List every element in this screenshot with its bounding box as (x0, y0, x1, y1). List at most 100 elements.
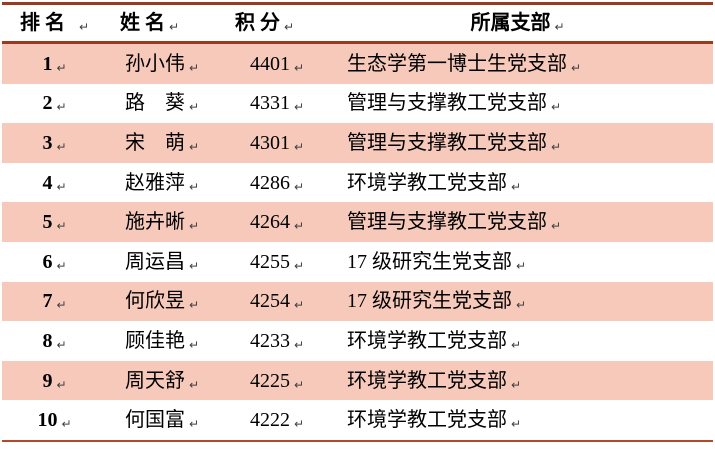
branch-value: 环境学教工党支部 (347, 369, 507, 392)
cell-rank: 9 ↵ (2, 371, 107, 391)
cell-rank: 4 ↵ (2, 173, 107, 193)
cell-points: 4222 ↵ (227, 410, 322, 430)
table-row: 2 ↵ 路 葵 ↵ 4331 ↵ 管理与支撑教工党支部 ↵ (2, 83, 713, 124)
cell-name: 何欣昱 ↵ (107, 291, 227, 311)
paragraph-mark-icon: ↵ (189, 179, 200, 194)
paragraph-mark-icon: ↵ (189, 139, 200, 154)
branch-value: 17 级研究生党支部 (347, 250, 512, 273)
cell-points: 4254 ↵ (227, 291, 322, 311)
cell-points: 4286 ↵ (227, 173, 322, 193)
name-value: 宋 萌 (125, 131, 185, 154)
points-value: 4222 (250, 409, 290, 432)
rank-value: 1 (42, 52, 53, 75)
paragraph-mark-icon: ↵ (554, 20, 565, 34)
paragraph-mark-icon: ↵ (571, 60, 582, 75)
points-value: 4286 (250, 171, 290, 194)
ranking-table: 排 名 ↵ 姓 名 ↵ 积 分 ↵ 所属支部 ↵ 1 ↵ 孙小伟 ↵ 4401 ↵ 生态学第一… (2, 2, 713, 442)
rank-value: 7 (42, 290, 53, 313)
cell-rank: 7 ↵ (2, 291, 107, 311)
cell-name: 周天舒 ↵ (107, 371, 227, 391)
paragraph-mark-icon: ↵ (189, 377, 200, 392)
name-value: 孙小伟 (125, 52, 185, 75)
paragraph-mark-icon: ↵ (516, 298, 527, 313)
cell-points: 4301 ↵ (227, 133, 322, 153)
cell-points: 4233 ↵ (227, 331, 322, 351)
table-row: 3 ↵ 宋 萌 ↵ 4301 ↵ 管理与支撑教工党支部 ↵ (2, 123, 713, 163)
branch-value: 管理与支撑教工党支部 (347, 131, 547, 154)
paragraph-mark-icon: ↵ (56, 298, 67, 313)
rank-value: 9 (42, 369, 53, 392)
cell-name: 赵雅萍 ↵ (107, 173, 227, 193)
cell-branch: 17 级研究生党支部 ↵ (322, 252, 713, 272)
cell-points: 4255 ↵ (227, 252, 322, 272)
name-value: 路 葵 (125, 92, 185, 115)
column-header-branch-label: 所属支部 (470, 12, 551, 34)
table-row: 6 ↵ 周运昌 ↵ 4255 ↵ 17 级研究生党支部 ↵ (2, 241, 713, 282)
paragraph-mark-icon: ↵ (56, 377, 67, 392)
paragraph-mark-icon: ↵ (61, 417, 72, 432)
paragraph-mark-icon: ↵ (189, 100, 200, 115)
cell-name: 施卉晰 ↵ (107, 212, 227, 232)
cell-rank: 8 ↵ (2, 331, 107, 351)
points-value: 4301 (250, 131, 290, 154)
paragraph-mark-icon: ↵ (551, 100, 562, 115)
cell-rank: 2 ↵ (2, 93, 107, 113)
cell-points: 4225 ↵ (227, 371, 322, 391)
paragraph-mark-icon: ↵ (294, 179, 305, 194)
paragraph-mark-icon: ↵ (56, 100, 67, 115)
column-header-points-label: 积 分 (235, 12, 280, 34)
table-row: 9 ↵ 周天舒 ↵ 4225 ↵ 环境学教工党支部 ↵ (2, 360, 713, 401)
branch-value: 环境学教工党支部 (347, 409, 507, 432)
paragraph-mark-icon: ↵ (189, 337, 200, 352)
paragraph-mark-icon: ↵ (78, 20, 90, 34)
paragraph-mark-icon: ↵ (516, 258, 527, 273)
table-row: 8 ↵ 顾佳艳 ↵ 4233 ↵ 环境学教工党支部 ↵ (2, 321, 713, 361)
cell-branch: 管理与支撑教工党支部 ↵ (322, 212, 713, 232)
name-value: 顾佳艳 (125, 329, 185, 352)
cell-name: 顾佳艳 ↵ (107, 331, 227, 351)
points-value: 4255 (250, 250, 290, 273)
cell-rank: 10 ↵ (2, 410, 107, 430)
column-header-points: 积 分 ↵ (227, 13, 322, 33)
paragraph-mark-icon: ↵ (294, 139, 305, 154)
paragraph-mark-icon: ↵ (294, 377, 305, 392)
paragraph-mark-icon: ↵ (294, 298, 305, 313)
points-value: 4233 (250, 329, 290, 352)
cell-points: 4401 ↵ (227, 54, 322, 74)
paragraph-mark-icon: ↵ (169, 20, 180, 34)
cell-rank: 3 ↵ (2, 133, 107, 153)
paragraph-mark-icon: ↵ (294, 100, 305, 115)
cell-name: 宋 萌 ↵ (107, 133, 227, 153)
branch-value: 管理与支撑教工党支部 (347, 211, 547, 234)
paragraph-mark-icon: ↵ (294, 258, 305, 273)
column-header-name: 姓 名 ↵ (107, 13, 227, 33)
cell-name: 路 葵 ↵ (107, 93, 227, 113)
cell-branch: 生态学第一博士生党支部 ↵ (322, 54, 713, 74)
paragraph-mark-icon: ↵ (56, 139, 67, 154)
points-value: 4401 (250, 52, 290, 75)
cell-name: 孙小伟 ↵ (107, 54, 227, 74)
paragraph-mark-icon: ↵ (511, 377, 522, 392)
paragraph-mark-icon: ↵ (56, 179, 67, 194)
paragraph-mark-icon: ↵ (294, 337, 305, 352)
paragraph-mark-icon: ↵ (189, 417, 200, 432)
column-header-name-label: 姓 名 (120, 12, 165, 34)
rank-value: 4 (42, 171, 53, 194)
paragraph-mark-icon: ↵ (511, 417, 522, 432)
paragraph-mark-icon: ↵ (189, 298, 200, 313)
paragraph-mark-icon: ↵ (56, 337, 67, 352)
paragraph-mark-icon: ↵ (551, 219, 562, 234)
cell-points: 4264 ↵ (227, 212, 322, 232)
table-body: 1 ↵ 孙小伟 ↵ 4401 ↵ 生态学第一博士生党支部 ↵ 2 ↵ 路 葵 ↵ 4331 ↵… (2, 44, 713, 440)
cell-branch: 环境学教工党支部 ↵ (322, 371, 713, 391)
points-value: 4225 (250, 369, 290, 392)
name-value: 周天舒 (125, 369, 185, 392)
rank-value: 2 (42, 92, 53, 115)
rank-value: 8 (42, 329, 53, 352)
paragraph-mark-icon: ↵ (551, 139, 562, 154)
rank-value: 6 (42, 250, 53, 273)
cell-name: 周运昌 ↵ (107, 252, 227, 272)
paragraph-mark-icon: ↵ (189, 219, 200, 234)
rank-value: 10 (37, 409, 58, 432)
cell-branch: 环境学教工党支部 ↵ (322, 410, 713, 430)
